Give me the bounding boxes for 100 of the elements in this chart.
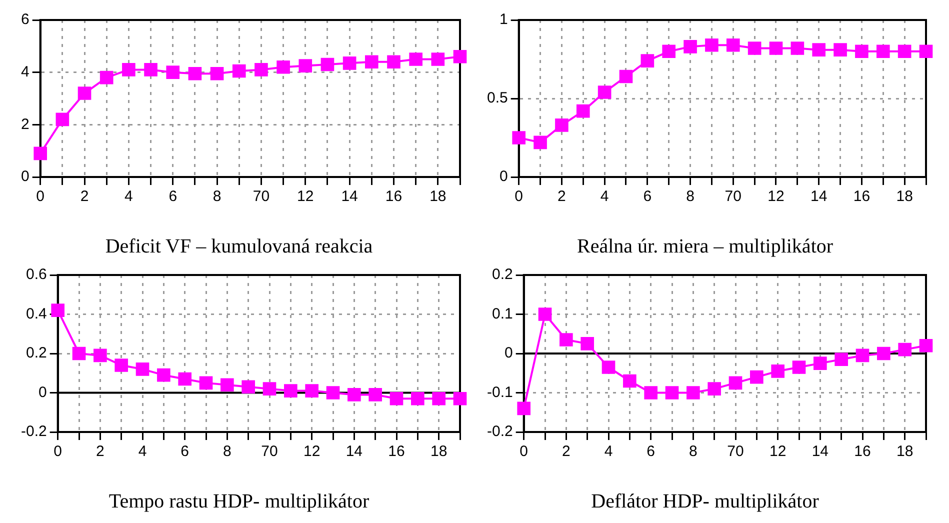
point <box>100 70 114 84</box>
point <box>34 146 47 160</box>
y-tick-label: 0 <box>500 168 508 186</box>
y-tick-label: 1 <box>500 11 508 28</box>
point <box>512 131 526 144</box>
point <box>368 388 382 402</box>
point <box>834 43 847 56</box>
point <box>876 44 890 58</box>
point <box>748 42 762 55</box>
point <box>790 42 804 55</box>
point <box>242 380 255 394</box>
point <box>348 388 361 402</box>
text: Tempo rastu HDP- multiplikátor <box>108 490 370 512</box>
point <box>432 392 446 406</box>
point <box>72 346 86 360</box>
point <box>919 338 933 352</box>
x-tick-label: 18 <box>430 443 448 460</box>
point <box>51 304 65 317</box>
x-tick-label: 18 <box>896 443 914 460</box>
point <box>166 66 180 79</box>
point <box>342 56 356 70</box>
x-tick-label: 8 <box>223 443 232 460</box>
y-tick-label: 6 <box>21 11 30 28</box>
y-tick-label: 0.2 <box>492 266 513 284</box>
point <box>298 59 312 72</box>
point <box>453 392 467 406</box>
x-tick-label: 14 <box>346 443 363 460</box>
point <box>114 358 128 372</box>
point <box>705 38 718 52</box>
x-tick-label: 2 <box>562 443 570 460</box>
x-tick-label: 18 <box>430 188 446 206</box>
point <box>708 382 721 396</box>
point <box>662 44 676 58</box>
point <box>431 52 445 66</box>
x-tick-label: 16 <box>388 443 405 460</box>
point <box>326 386 340 400</box>
x-tick-label: 0 <box>54 443 62 460</box>
x-tick-label: 14 <box>810 188 828 206</box>
x-tick-label: 12 <box>769 443 786 460</box>
x-tick-label: 4 <box>600 188 609 206</box>
point <box>232 64 246 78</box>
x-tick-label: 12 <box>297 188 314 206</box>
point <box>199 376 213 390</box>
point <box>580 337 594 350</box>
point <box>409 52 422 66</box>
point <box>750 370 764 384</box>
y-tick-label: 0.6 <box>26 266 47 284</box>
x-tick-label: 70 <box>727 443 744 460</box>
point <box>856 348 870 362</box>
y-tick-label: 0.1 <box>492 305 513 322</box>
point <box>898 44 912 58</box>
point <box>728 376 742 390</box>
y-tick-label: 2 <box>21 116 30 133</box>
point <box>390 392 404 406</box>
point <box>78 86 92 100</box>
point <box>320 58 334 72</box>
point <box>276 60 290 74</box>
x-tick-label: 6 <box>180 443 190 460</box>
point <box>517 402 531 416</box>
point <box>560 333 573 346</box>
point <box>210 66 224 80</box>
y-tick-label: 0.5 <box>486 90 508 107</box>
point <box>220 378 234 392</box>
y-tick-label: 0.4 <box>26 305 47 322</box>
x-tick-label: 12 <box>303 443 320 460</box>
point <box>144 63 158 76</box>
point <box>834 352 848 366</box>
x-tick-label: 70 <box>252 188 270 206</box>
point <box>576 104 590 118</box>
point <box>178 372 192 386</box>
point <box>188 66 202 80</box>
y-tick-label: -0.1 <box>486 384 513 401</box>
text: Deflátor HDP- multiplikátor <box>591 490 820 512</box>
point <box>56 112 70 126</box>
point <box>94 348 107 362</box>
x-tick-label: 16 <box>385 188 402 206</box>
point <box>665 386 679 400</box>
x-tick-label: 6 <box>646 443 656 460</box>
point <box>898 342 912 356</box>
point <box>919 44 933 58</box>
x-tick-label: 70 <box>261 443 278 460</box>
x-tick-label: 8 <box>212 188 222 206</box>
point <box>792 360 806 374</box>
point <box>555 118 568 132</box>
x-tick-label: 4 <box>124 188 133 206</box>
y-tick-label: 4 <box>21 63 30 80</box>
x-tick-label: 2 <box>558 188 566 206</box>
x-tick-label: 0 <box>520 443 528 460</box>
point <box>262 382 276 396</box>
point <box>640 54 654 68</box>
point <box>877 346 890 360</box>
point <box>619 70 633 84</box>
x-tick-label: 2 <box>96 443 104 460</box>
point <box>644 386 658 400</box>
point <box>598 86 612 99</box>
x-tick-label: 18 <box>896 188 913 206</box>
point <box>769 42 783 55</box>
x-tick-label: 14 <box>341 188 358 206</box>
point <box>684 40 697 54</box>
y-tick-label: 0.2 <box>26 344 47 362</box>
